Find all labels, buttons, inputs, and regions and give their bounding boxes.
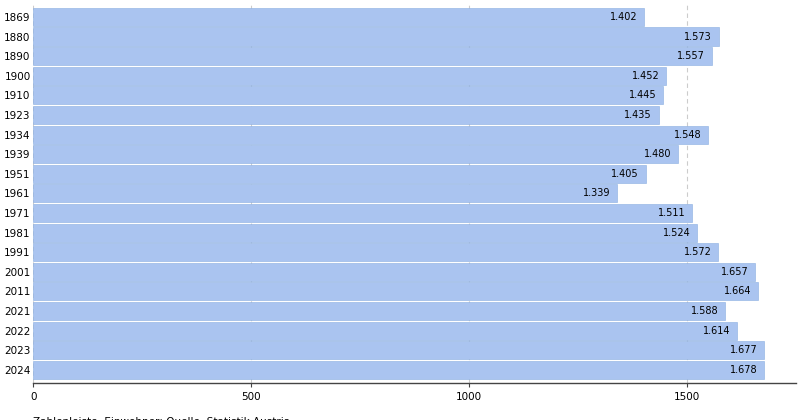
Bar: [34, 145, 678, 163]
Text: 1.480: 1.480: [644, 149, 672, 159]
Bar: [34, 8, 644, 26]
Text: 1.664: 1.664: [724, 286, 752, 297]
Bar: [34, 341, 764, 360]
Text: 1.678: 1.678: [730, 365, 758, 375]
Bar: [34, 204, 692, 222]
Bar: [34, 184, 617, 202]
Text: 1.677: 1.677: [730, 345, 758, 355]
Bar: [34, 322, 737, 340]
Text: 1.657: 1.657: [721, 267, 749, 277]
Text: 1.524: 1.524: [663, 228, 691, 238]
Bar: [34, 243, 718, 261]
Bar: [34, 302, 726, 320]
Bar: [34, 361, 765, 379]
Bar: [34, 47, 712, 65]
Bar: [34, 106, 658, 124]
Text: 1.445: 1.445: [629, 90, 657, 100]
Text: 1.452: 1.452: [632, 71, 659, 81]
Bar: [34, 27, 718, 45]
Bar: [34, 165, 646, 183]
Text: 1.588: 1.588: [691, 306, 718, 316]
Text: 1.573: 1.573: [685, 32, 712, 42]
Text: 1.548: 1.548: [674, 129, 702, 139]
Text: 1.511: 1.511: [658, 208, 685, 218]
Text: 1.339: 1.339: [582, 189, 610, 198]
Text: 1.405: 1.405: [611, 169, 639, 179]
Text: 1.402: 1.402: [610, 12, 638, 22]
Bar: [34, 223, 698, 241]
Text: 1.435: 1.435: [625, 110, 652, 120]
Text: 1.572: 1.572: [684, 247, 712, 257]
Bar: [34, 87, 663, 104]
Text: 1.557: 1.557: [678, 51, 706, 61]
Bar: [34, 126, 708, 144]
X-axis label: Zahlenleiste: Einwohner; Quelle: Statistik Austria: Zahlenleiste: Einwohner; Quelle: Statist…: [34, 417, 290, 420]
Bar: [34, 263, 755, 281]
Text: 1.614: 1.614: [702, 326, 730, 336]
Bar: [34, 282, 758, 300]
Bar: [34, 67, 666, 85]
